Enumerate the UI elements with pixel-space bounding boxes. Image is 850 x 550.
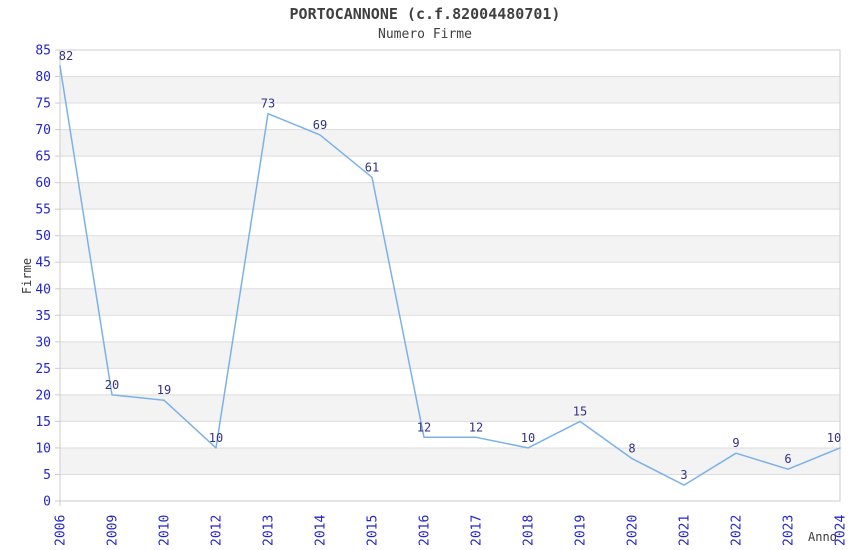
data-label: 9: [732, 436, 739, 450]
data-label: 3: [680, 468, 687, 482]
x-tick-label: 2024: [834, 515, 849, 546]
x-tick-label: 2015: [366, 515, 381, 546]
data-label: 10: [209, 431, 223, 445]
plot-band: [60, 235, 840, 263]
x-tick-label: 2012: [210, 515, 225, 546]
x-tick-label: 2020: [626, 515, 641, 546]
plot-band: [60, 129, 840, 157]
data-label: 8: [628, 442, 635, 456]
x-tick-label: 2014: [314, 515, 329, 546]
y-tick-label: 20: [35, 388, 51, 403]
y-tick-label: 10: [35, 441, 51, 456]
plot-background: [60, 50, 840, 501]
x-tick-label: 2023: [782, 515, 797, 546]
data-label: 61: [365, 160, 379, 174]
y-tick-label: 30: [35, 335, 51, 350]
plot-border: [59, 49, 841, 502]
y-tick-label: 40: [35, 282, 51, 297]
y-tick-label: 35: [35, 309, 51, 324]
data-label: 6: [784, 452, 791, 466]
x-axis-label: Anno: [808, 530, 837, 544]
data-label: 10: [521, 431, 535, 445]
data-label: 69: [313, 118, 327, 132]
plot-band: [60, 394, 840, 422]
x-tick-label: 2022: [730, 515, 745, 546]
y-tick-label: 85: [35, 44, 51, 59]
plot-band: [60, 341, 840, 369]
data-label: 19: [157, 383, 171, 397]
plot-band: [60, 288, 840, 316]
data-line: [59, 65, 841, 486]
x-tick-label: 2010: [158, 515, 173, 546]
x-tick-label: 2019: [574, 515, 589, 546]
y-tick-label: 45: [35, 256, 51, 271]
y-tick-label: 60: [35, 176, 51, 191]
x-tick-label: 2021: [678, 515, 693, 546]
chart-title: PORTOCANNONE (c.f.82004480701): [289, 5, 561, 23]
y-tick-label: 80: [35, 70, 51, 85]
data-label: 20: [105, 378, 119, 392]
x-tick-label: 2016: [418, 515, 433, 546]
y-tick-label: 55: [35, 203, 51, 218]
y-tick-label: 15: [35, 415, 51, 430]
x-tick-label: 2013: [262, 515, 277, 546]
y-tick-label: 65: [35, 150, 51, 165]
data-label: 82: [59, 49, 73, 63]
y-tick-label: 75: [35, 97, 51, 112]
data-label: 12: [469, 420, 483, 434]
x-tick-label: 2009: [106, 515, 121, 546]
data-label: 73: [261, 97, 275, 111]
y-tick-label: 25: [35, 362, 51, 377]
y-tick-label: 50: [35, 229, 51, 244]
data-label: 12: [417, 420, 431, 434]
y-tick-label: 5: [43, 468, 51, 483]
plot-band: [60, 182, 840, 210]
y-tick-label: 0: [43, 495, 51, 510]
y-tick-label: 70: [35, 123, 51, 138]
chart-subtitle: Numero Firme: [378, 27, 472, 42]
x-tick-label: 2017: [470, 515, 485, 546]
x-tick-label: 2018: [522, 515, 537, 546]
x-tick-label: 2006: [54, 515, 69, 546]
plot-band: [60, 447, 840, 475]
data-label: 10: [827, 431, 841, 445]
plot-band: [60, 76, 840, 104]
data-label: 15: [573, 404, 587, 418]
